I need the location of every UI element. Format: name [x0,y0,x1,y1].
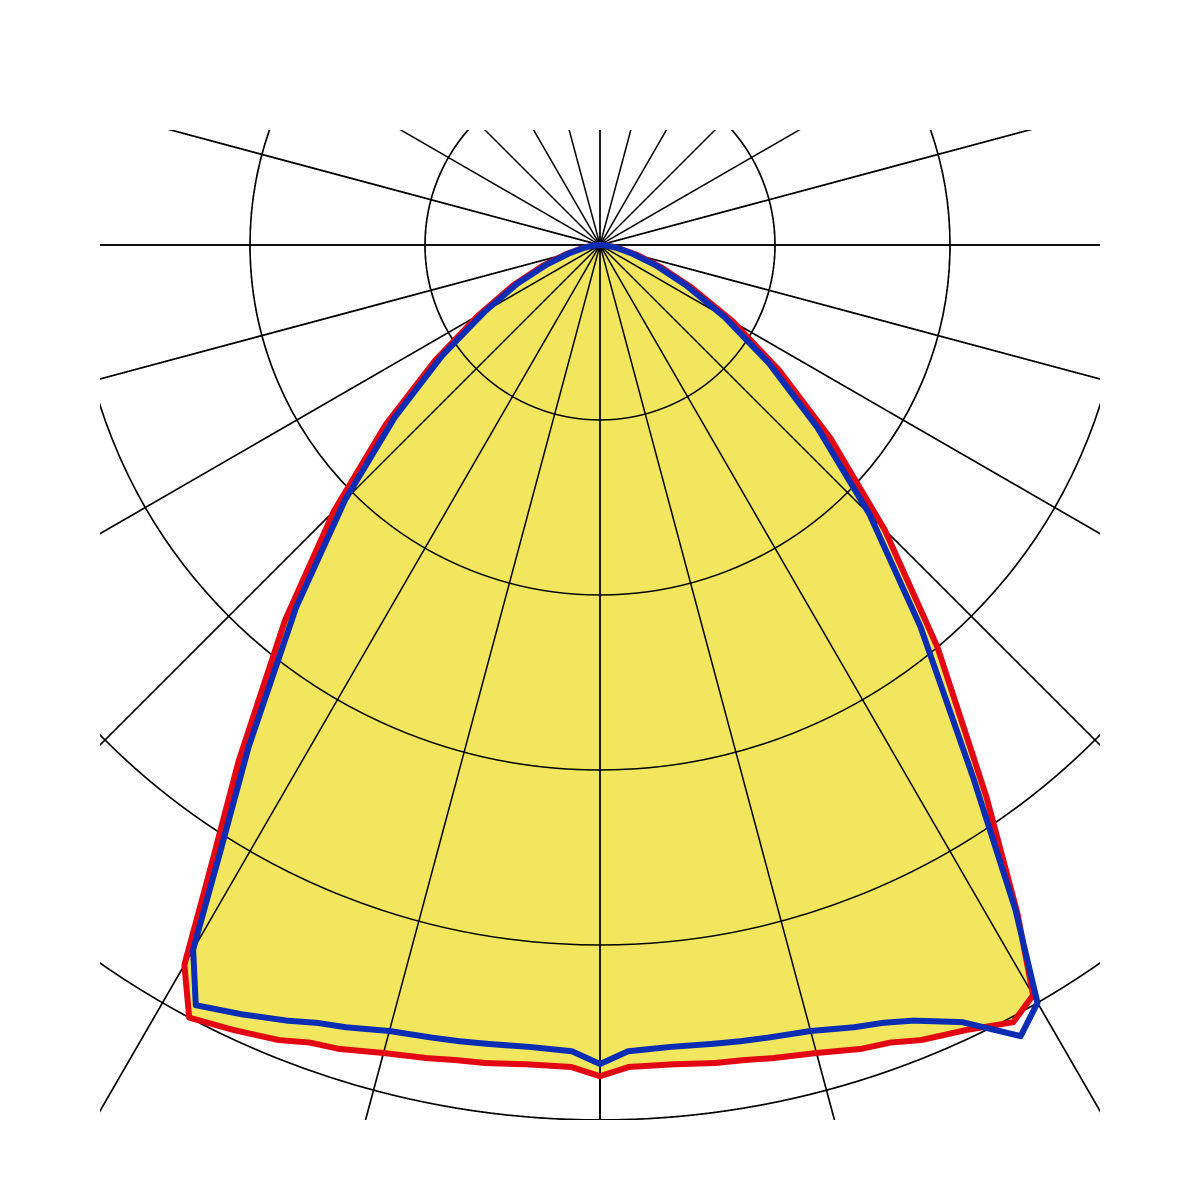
photometric-polar-chart [0,0,1200,1200]
